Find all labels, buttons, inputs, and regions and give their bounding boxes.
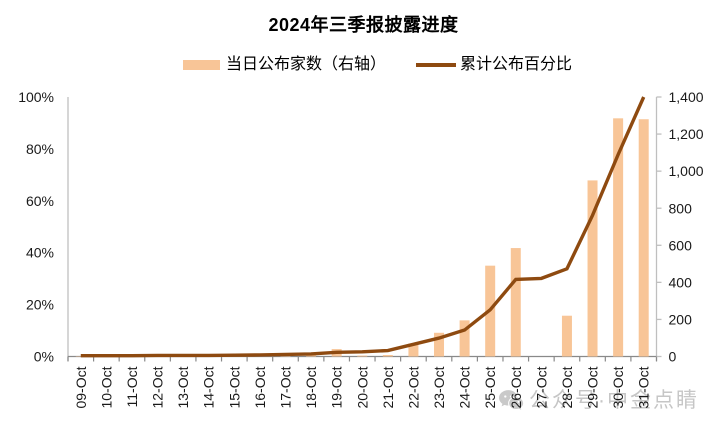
x-axis-label: 13-Oct	[175, 366, 191, 408]
x-axis-label: 11-Oct	[124, 366, 140, 407]
legend-label-cumulative-pct: 累计公布百分比	[460, 56, 573, 73]
bar-24-Oct	[459, 320, 470, 357]
line-series-swatch	[416, 63, 457, 67]
left-axis-label: 60%	[26, 193, 54, 209]
bar-26-Oct	[510, 248, 521, 357]
bar-20-Oct	[357, 355, 368, 357]
right-axis-label: 600	[669, 237, 693, 253]
x-axis-label: 31-Oct	[636, 366, 652, 408]
legend-label-daily-count: 当日公布家数（右轴）	[226, 56, 387, 73]
chart-legend: 当日公布家数（右轴） 累计公布百分比	[183, 55, 572, 75]
x-axis-label: 09-Oct	[73, 366, 89, 408]
right-axis-label: 1,400	[669, 89, 704, 105]
x-axis-label: 16-Oct	[252, 366, 268, 408]
legend-item-daily-count: 当日公布家数（右轴）	[183, 55, 386, 75]
x-axis-label: 24-Oct	[457, 366, 473, 408]
left-axis-label: 0%	[34, 349, 54, 365]
bar-31-Oct	[638, 119, 649, 357]
x-axis-label: 22-Oct	[405, 366, 421, 408]
right-axis-label: 200	[669, 311, 693, 327]
x-axis-label: 27-Oct	[533, 366, 549, 408]
x-axis-label: 29-Oct	[585, 366, 601, 408]
x-axis-label: 20-Oct	[354, 366, 370, 408]
x-axis-label: 14-Oct	[201, 366, 217, 408]
bar-21-Oct	[382, 355, 393, 357]
left-axis-label: 40%	[26, 245, 54, 261]
x-axis-label: 12-Oct	[150, 366, 166, 408]
right-axis-label: 800	[669, 200, 693, 216]
bar-18-Oct	[306, 354, 317, 357]
right-axis-label: 1,200	[669, 126, 704, 142]
x-axis-label: 15-Oct	[226, 366, 242, 408]
left-axis-label: 20%	[26, 297, 54, 313]
x-axis-label: 17-Oct	[277, 366, 293, 408]
right-axis-label: 0	[669, 349, 677, 365]
bar-28-Oct	[561, 315, 572, 357]
bar-29-Oct	[587, 180, 598, 357]
right-axis-label: 1,000	[669, 163, 704, 179]
x-axis-label: 10-Oct	[98, 366, 114, 408]
x-axis-label: 21-Oct	[380, 366, 396, 408]
bar-30-Oct	[613, 118, 624, 357]
cumulative-line	[80, 96, 646, 358]
x-axis-label: 18-Oct	[303, 366, 319, 408]
bar-23-Oct	[434, 332, 445, 357]
left-axis-label: 80%	[26, 141, 54, 157]
x-axis-label: 26-Oct	[508, 366, 524, 408]
legend-item-cumulative-pct: 累计公布百分比	[416, 55, 572, 75]
chart-title: 2024年三季报披露进度	[268, 15, 459, 35]
right-axis-label: 400	[669, 274, 693, 290]
x-axis-label: 19-Oct	[329, 366, 345, 408]
bar-series-swatch	[183, 60, 220, 70]
x-axis-label: 25-Oct	[482, 366, 498, 408]
x-axis-label: 28-Oct	[559, 366, 575, 408]
left-axis-label: 100%	[18, 89, 54, 105]
bar-22-Oct	[408, 343, 419, 357]
x-axis-label: 30-Oct	[610, 366, 626, 408]
x-axis-label: 23-Oct	[431, 366, 447, 408]
